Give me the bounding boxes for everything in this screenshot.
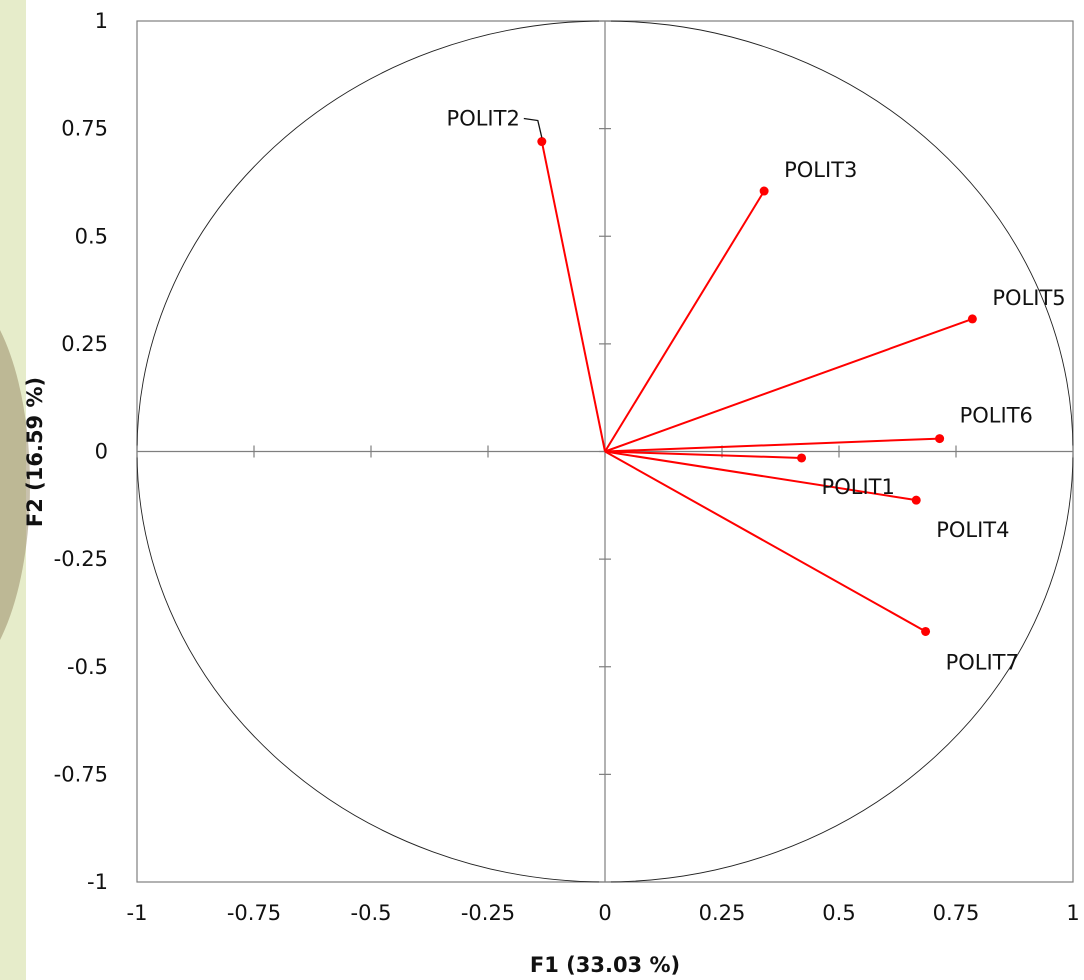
label-polit7: POLIT7 bbox=[946, 650, 1019, 674]
x-tick-labels: -1 -0.75 -0.5 -0.25 0 0.25 0.5 0.75 1 bbox=[127, 901, 1080, 925]
y-tick-label: 0 bbox=[95, 440, 108, 464]
x-tick-label: 0.5 bbox=[822, 901, 855, 925]
y-tick-labels: -1 -0.75 -0.5 -0.25 0 0.25 0.5 0.75 1 bbox=[54, 9, 108, 894]
point-polit3 bbox=[759, 186, 769, 196]
label-polit5: POLIT5 bbox=[992, 286, 1065, 310]
y-tick-label: 1 bbox=[95, 9, 108, 33]
x-tick-label: -0.25 bbox=[461, 901, 515, 925]
y-tick-label: -0.75 bbox=[54, 762, 108, 786]
x-tick-label: -0.5 bbox=[351, 901, 392, 925]
point-polit4 bbox=[911, 495, 921, 505]
x-tick-label: 0 bbox=[598, 901, 611, 925]
y-tick-label: -0.5 bbox=[67, 655, 108, 679]
label-polit2: POLIT2 bbox=[447, 107, 520, 131]
x-tick-label: -0.75 bbox=[227, 901, 281, 925]
decorative-swoosh bbox=[0, 330, 30, 640]
x-tick-label: -1 bbox=[127, 901, 148, 925]
point-polit1 bbox=[797, 453, 807, 463]
label-polit6: POLIT6 bbox=[960, 404, 1033, 428]
vector-polit5 bbox=[604, 317, 973, 453]
y-tick-label: -0.25 bbox=[54, 547, 108, 571]
label-polit1: POLIT1 bbox=[822, 475, 895, 499]
vector-polit3 bbox=[604, 190, 765, 453]
y-tick-label: -1 bbox=[87, 870, 108, 894]
vector-polit2 bbox=[540, 141, 606, 452]
leader-line-polit2 bbox=[523, 117, 543, 138]
y-tick-label: 0.75 bbox=[61, 117, 108, 141]
label-polit4: POLIT4 bbox=[936, 518, 1009, 542]
x-tick-label: 0.25 bbox=[699, 901, 746, 925]
variable-labels: POLIT1 POLIT2 POLIT3 POLIT4 POLIT5 POLIT6 POLI… bbox=[447, 107, 1066, 675]
point-polit2 bbox=[537, 137, 547, 147]
point-polit5 bbox=[967, 314, 977, 324]
vector-polit1 bbox=[604, 450, 802, 459]
x-axis-title: F1 (33.03 %) bbox=[530, 953, 680, 977]
y-tick-label: 0.5 bbox=[75, 224, 108, 248]
variable-vectors bbox=[537, 137, 977, 636]
vector-polit7 bbox=[604, 450, 927, 633]
y-tick-label: 0.25 bbox=[61, 332, 108, 356]
vector-polit4 bbox=[604, 450, 917, 502]
x-tick-label: 0.75 bbox=[933, 901, 980, 925]
x-tick-label: 1 bbox=[1066, 901, 1079, 925]
label-polit3: POLIT3 bbox=[784, 158, 857, 182]
vector-polit6 bbox=[604, 437, 940, 453]
y-axis-title: F2 (16.59 %) bbox=[23, 377, 47, 527]
point-polit7 bbox=[921, 626, 931, 636]
point-polit6 bbox=[935, 434, 945, 444]
